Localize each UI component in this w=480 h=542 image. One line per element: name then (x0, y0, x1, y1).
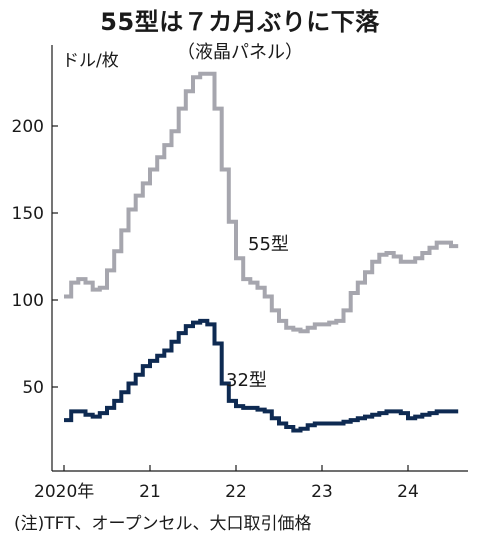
series-label-32: 32型 (226, 370, 267, 391)
x-tick-label: 2020年 (34, 482, 94, 502)
x-tick-label: 22 (225, 482, 247, 502)
x-tick-label: 21 (139, 482, 161, 502)
y-tick-label: 200 (12, 117, 44, 137)
y-tick-label: 50 (22, 378, 44, 398)
y-axis-unit-label: ドル/枚 (62, 51, 119, 71)
series-label-55: 55型 (248, 234, 289, 255)
series-line-55 (64, 71, 459, 334)
chart-title: 55型は７カ月ぶりに下落 (100, 8, 380, 36)
series-lines (64, 71, 459, 433)
y-tick-label: 150 (12, 204, 44, 224)
axes (51, 45, 468, 472)
y-tick-label: 100 (12, 291, 44, 311)
tick-labels: 50 100 150 200 2020年 21 22 23 24 (12, 117, 419, 502)
x-tick-label: 24 (397, 482, 419, 502)
chart-subtitle: （液晶パネル） (177, 42, 303, 63)
chart-note: (注)TFT、オープンセル、大口取引価格 (14, 514, 312, 534)
series-line-32 (64, 318, 459, 433)
x-tick-label: 23 (311, 482, 333, 502)
